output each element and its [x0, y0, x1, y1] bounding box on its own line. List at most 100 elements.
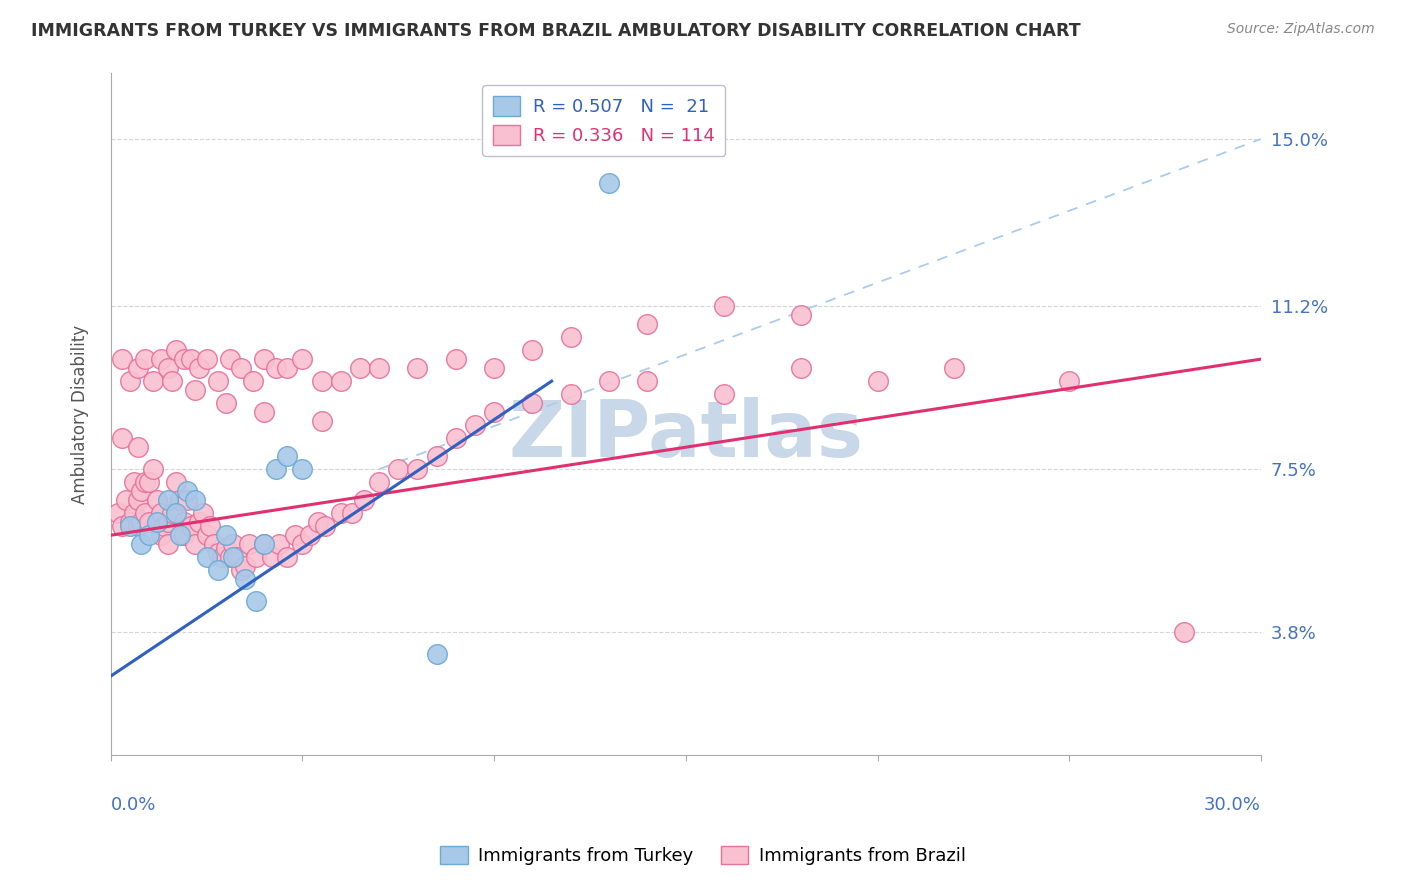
- Point: [215, 396, 238, 410]
- Point: [131, 515, 153, 529]
- Point: [187, 360, 209, 375]
- Point: [157, 515, 180, 529]
- Point: [218, 352, 240, 367]
- Point: [142, 462, 165, 476]
- Point: [276, 360, 298, 375]
- Point: [134, 475, 156, 490]
- Point: [238, 537, 260, 551]
- Point: [184, 537, 207, 551]
- Point: [353, 493, 375, 508]
- Point: [195, 528, 218, 542]
- Point: [260, 550, 283, 565]
- Point: [426, 449, 449, 463]
- Point: [307, 515, 329, 529]
- Point: [233, 559, 256, 574]
- Point: [122, 506, 145, 520]
- Point: [368, 475, 391, 490]
- Point: [406, 462, 429, 476]
- Point: [207, 564, 229, 578]
- Point: [291, 352, 314, 367]
- Point: [311, 414, 333, 428]
- Point: [253, 405, 276, 419]
- Point: [637, 317, 659, 331]
- Point: [444, 431, 467, 445]
- Point: [149, 352, 172, 367]
- Point: [1173, 625, 1195, 640]
- Point: [127, 440, 149, 454]
- Point: [187, 515, 209, 529]
- Point: [291, 537, 314, 551]
- Point: [311, 374, 333, 388]
- Point: [165, 343, 187, 358]
- Point: [426, 647, 449, 661]
- Point: [560, 330, 582, 344]
- Point: [146, 515, 169, 529]
- Point: [276, 550, 298, 565]
- Point: [127, 519, 149, 533]
- Point: [222, 550, 245, 565]
- Point: [173, 528, 195, 542]
- Point: [184, 493, 207, 508]
- Point: [222, 537, 245, 551]
- Point: [131, 537, 153, 551]
- Text: Source: ZipAtlas.com: Source: ZipAtlas.com: [1227, 22, 1375, 37]
- Point: [790, 360, 813, 375]
- Point: [134, 352, 156, 367]
- Point: [200, 519, 222, 533]
- Point: [406, 360, 429, 375]
- Point: [176, 484, 198, 499]
- Point: [111, 519, 134, 533]
- Point: [329, 506, 352, 520]
- Point: [195, 352, 218, 367]
- Point: [444, 352, 467, 367]
- Point: [218, 550, 240, 565]
- Point: [127, 360, 149, 375]
- Point: [207, 374, 229, 388]
- Point: [184, 383, 207, 397]
- Point: [276, 449, 298, 463]
- Point: [291, 462, 314, 476]
- Point: [207, 546, 229, 560]
- Y-axis label: Ambulatory Disability: Ambulatory Disability: [72, 325, 89, 504]
- Point: [118, 515, 141, 529]
- Text: IMMIGRANTS FROM TURKEY VS IMMIGRANTS FROM BRAZIL AMBULATORY DISABILITY CORRELATI: IMMIGRANTS FROM TURKEY VS IMMIGRANTS FRO…: [31, 22, 1081, 40]
- Point: [253, 537, 276, 551]
- Point: [180, 519, 202, 533]
- Point: [713, 299, 735, 313]
- Point: [134, 506, 156, 520]
- Legend: R = 0.507   N =  21, R = 0.336   N = 114: R = 0.507 N = 21, R = 0.336 N = 114: [482, 86, 725, 156]
- Text: ZIPatlas: ZIPatlas: [509, 397, 863, 473]
- Point: [169, 493, 191, 508]
- Point: [866, 374, 889, 388]
- Point: [245, 550, 267, 565]
- Point: [138, 515, 160, 529]
- Point: [314, 519, 336, 533]
- Point: [111, 352, 134, 367]
- Point: [169, 528, 191, 542]
- Point: [127, 493, 149, 508]
- Point: [233, 572, 256, 586]
- Point: [598, 176, 620, 190]
- Point: [115, 493, 138, 508]
- Point: [943, 360, 966, 375]
- Point: [560, 387, 582, 401]
- Point: [122, 475, 145, 490]
- Point: [191, 506, 214, 520]
- Point: [1057, 374, 1080, 388]
- Point: [229, 564, 252, 578]
- Point: [522, 396, 544, 410]
- Point: [211, 550, 233, 565]
- Point: [157, 493, 180, 508]
- Text: 30.0%: 30.0%: [1204, 797, 1261, 814]
- Point: [349, 360, 371, 375]
- Point: [229, 360, 252, 375]
- Point: [195, 550, 218, 565]
- Point: [138, 528, 160, 542]
- Point: [146, 493, 169, 508]
- Point: [482, 360, 505, 375]
- Point: [790, 308, 813, 322]
- Point: [118, 519, 141, 533]
- Point: [118, 374, 141, 388]
- Point: [264, 462, 287, 476]
- Point: [157, 360, 180, 375]
